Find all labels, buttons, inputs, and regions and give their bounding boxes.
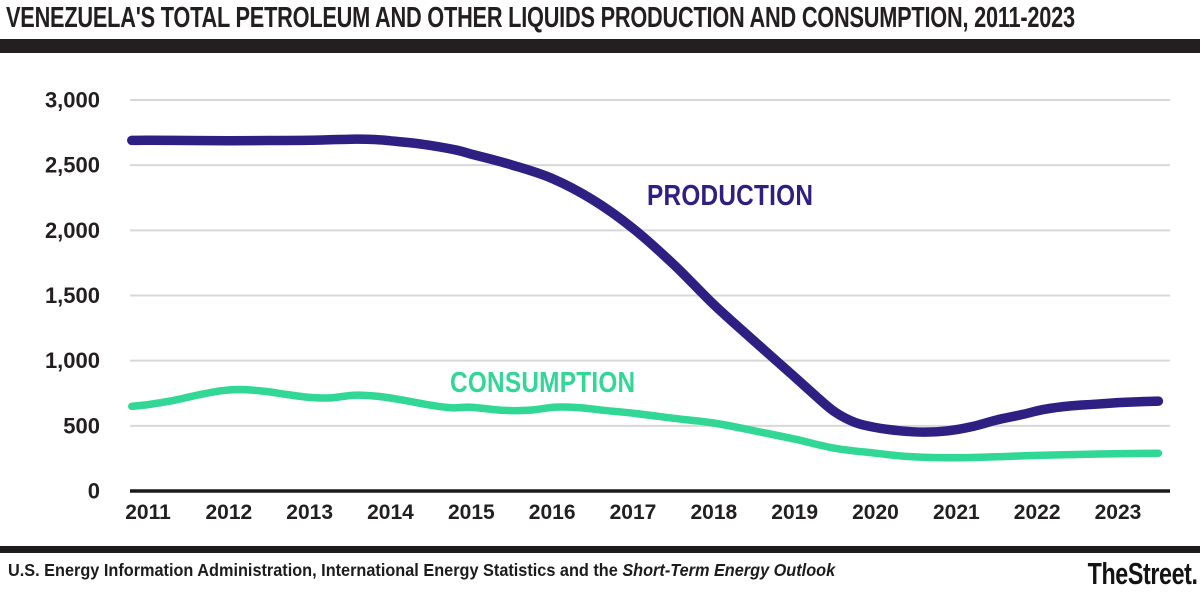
series-lines: [127, 134, 1164, 462]
x-tick-label: 2020: [852, 501, 899, 524]
x-tick-label: 2012: [205, 501, 252, 524]
production-line: [127, 134, 1164, 437]
consumption-line: [128, 385, 1163, 462]
source-text: U.S. Energy Information Administration, …: [8, 560, 623, 580]
consumption-series-label: CONSUMPTION: [450, 366, 635, 398]
source-attribution: U.S. Energy Information Administration, …: [8, 560, 835, 581]
x-tick-label: 2021: [933, 501, 980, 524]
gridlines: [130, 99, 1170, 493]
x-tick-label: 2016: [529, 501, 576, 524]
x-tick-label: 2015: [448, 501, 495, 524]
y-tick-label: 1,000: [45, 348, 100, 373]
y-tick-label: 1,500: [45, 283, 100, 308]
x-tick-label: 2018: [690, 501, 737, 524]
production-series-label: PRODUCTION: [647, 179, 813, 211]
y-tick-label: 0: [88, 479, 100, 504]
x-axis-labels: 2011 2012 2013 2014 2015 2016 2017 2018 2019 2020…: [125, 501, 1141, 524]
page-title: VENEZUELA'S TOTAL PETROLEUM AND OTHER LI…: [6, 2, 1075, 34]
title-divider: [0, 39, 1200, 53]
footer-divider: [0, 546, 1200, 553]
y-tick-label: 3,000: [45, 88, 100, 113]
x-tick-label: 2011: [125, 501, 171, 524]
y-tick-label: 500: [63, 413, 100, 438]
x-tick-label: 2013: [286, 501, 333, 524]
y-axis-labels: 3,000 2,500 2,000 1,500 1,000 500 0: [45, 88, 100, 504]
x-tick-label: 2022: [1014, 501, 1061, 524]
source-text-italic: Short-Term Energy Outlook: [622, 560, 836, 580]
y-tick-label: 2,000: [45, 218, 100, 243]
x-tick-label: 2014: [367, 501, 414, 524]
y-tick-label: 2,500: [45, 153, 100, 178]
x-tick-label: 2017: [610, 501, 657, 524]
thestreet-logo: TheStreet.: [1088, 556, 1198, 591]
x-tick-label: 2023: [1095, 501, 1142, 524]
x-tick-label: 2019: [771, 501, 818, 524]
